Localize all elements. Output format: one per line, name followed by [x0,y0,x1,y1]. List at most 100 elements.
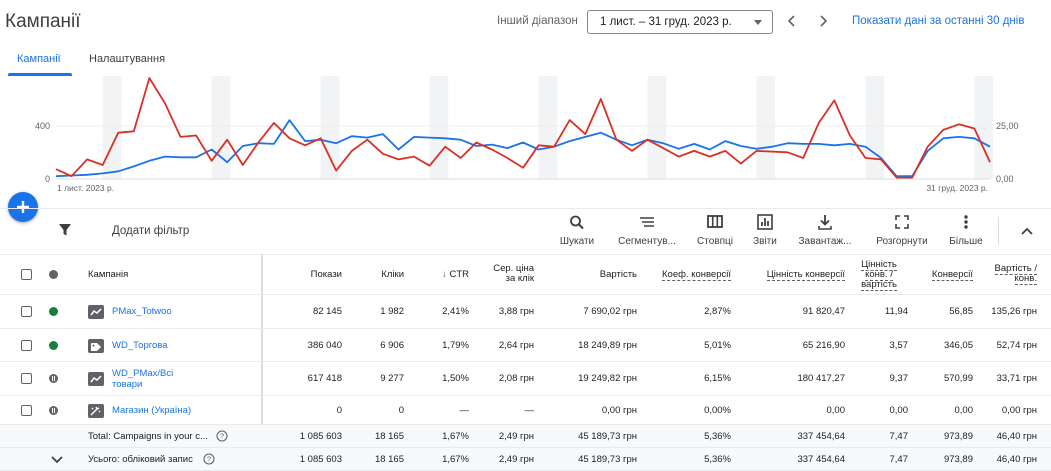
conv-rate-cell: 5,01% [704,340,731,351]
conv-value-cell: 65 216,90 [802,340,845,351]
collapse-button[interactable] [1020,224,1034,243]
header-avg-cpc[interactable]: Сер. ціна за клік [493,263,534,284]
clicks-cell: 0 [398,405,404,416]
header-cost[interactable]: Вартість [599,269,637,280]
header-clicks[interactable]: Кліки [381,269,404,280]
clicks-cell: 6 906 [380,340,404,351]
impressions-cell: 617 418 [307,373,342,384]
filter-button[interactable] [58,223,72,242]
header-ctr[interactable]: ↓ CTR [442,269,469,280]
avg-cpc-cell: 2,08 грн [498,373,534,384]
toolbar-divider [998,217,999,245]
search-button[interactable]: Шукати [557,213,597,253]
expand-button[interactable]: Розгорнути [872,213,932,253]
table-toolbar: Додати фільтр Шукати Сегментув... Стовпц… [0,208,1051,254]
cost-per-conv-cell: 135,26 грн [991,306,1037,317]
segment-icon [640,217,654,227]
value-per-cost-cell: 0,00 [889,405,909,416]
create-new-button[interactable] [8,192,38,222]
campaign-name-link[interactable]: WD_Торгова [112,340,168,351]
conv-rate-cell: 6,15% [704,373,731,384]
header-cost-per-conv[interactable]: Вартість / конв. [994,263,1037,285]
clicks-cell: 9 277 [380,373,404,384]
performance-chart-svg: 400 0 25,00 0,00 1 лист. 2023 р. 31 груд… [35,76,1019,193]
tab-campaigns[interactable]: Кампанії [17,53,61,65]
campaign-name-link[interactable]: WD_PMax/Всі товари [112,368,174,390]
more-vert-icon [964,215,968,229]
page-title: Кампанії [5,11,81,32]
weekend-band [756,76,776,179]
ctr-cell: 1,50% [442,373,469,384]
header-conv-value[interactable]: Цінність конверсії [766,269,845,281]
table-row: WD_PMax/Всі товари 617 418 9 277 1,50% 2,08 г… [0,362,1051,396]
pmax-campaign-type-icon [88,305,104,319]
select-all-checkbox[interactable] [21,269,32,280]
cost-cell: 18 249,89 грн [578,340,637,351]
columns-button[interactable]: Стовпці [694,213,736,253]
help-icon[interactable]: ? [203,452,215,470]
ctr-cell: — [459,405,470,416]
header-campaign[interactable]: Кампанія [88,269,129,280]
row-checkbox[interactable] [21,405,32,416]
campaign-name-link[interactable]: PMax_Totwoo [112,306,172,317]
row-checkbox[interactable] [21,373,32,384]
conv-value-cell: 91 820,47 [802,306,845,317]
status-column-icon [49,270,58,279]
conv-value-cell: 0,00 [826,405,846,416]
total-row-label: Total: Campaigns in your c... [88,431,208,442]
paused-status-icon[interactable] [49,374,58,383]
value-per-cost-cell: 7,47 [889,431,909,442]
date-range-value: 1 лист. – 31 груд. 2023 р. [600,16,732,28]
tab-settings[interactable]: Налаштування [89,53,166,65]
download-button[interactable]: Завантаж... [794,213,856,253]
filter-icon [59,224,71,236]
weekend-band [320,76,340,179]
conversions-cell: 56,85 [949,306,973,317]
dropdown-caret-icon [754,20,762,25]
value-per-cost-cell: 7,47 [889,454,909,465]
cost-cell: 45 189,73 грн [578,431,637,442]
conversions-cell: 346,05 [943,340,973,351]
expand-account-button[interactable] [50,453,64,471]
date-range-type-label: Інший діапазон [497,15,578,27]
enabled-status-icon[interactable] [49,307,58,316]
avg-cpc-cell: 3,88 грн [498,306,534,317]
reports-button[interactable]: Звіти [750,213,780,253]
series-line-blue [55,119,991,178]
cost-per-conv-cell: 46,40 грн [996,431,1037,442]
cost-cell: 45 189,73 грн [578,454,637,465]
paused-status-icon[interactable] [49,406,58,415]
value-per-cost-cell: 9,37 [889,373,909,384]
segment-button[interactable]: Сегментув... [616,213,678,253]
table-row: WD_Торгова 386 040 6 906 1,79% 2,64 грн 18 24… [0,329,1051,362]
table-row: Магазин (Україна) 0 0 — — 0,00 грн 0,00% 0,00 0,… [0,396,1051,425]
header-conversions[interactable]: Конверсії [931,269,973,281]
conv-value-cell: 337 454,64 [797,454,845,465]
cost-cell: 19 249,82 грн [578,373,637,384]
conversions-cell: 0,00 [954,405,974,416]
campaign-name-link[interactable]: Магазин (Україна) [112,405,192,416]
avg-cpc-cell: 2,49 грн [498,454,534,465]
row-checkbox[interactable] [21,340,32,351]
more-button[interactable]: Більше [947,213,985,253]
header-impressions[interactable]: Покази [310,269,342,280]
expand-icon [895,215,909,229]
date-range-picker[interactable]: 1 лист. – 31 груд. 2023 р. [587,10,773,34]
weekend-band [974,76,994,179]
next-period-button[interactable] [813,10,833,32]
conv-rate-cell: 2,87% [704,306,731,317]
row-checkbox[interactable] [21,306,32,317]
header-conv-rate[interactable]: Коеф. конверсії [662,269,731,281]
total-row: Total: Campaigns in your c...? 1 085 603 1… [0,425,1051,448]
avg-cpc-cell: 2,64 грн [498,340,534,351]
enabled-status-icon[interactable] [49,341,58,350]
conv-rate-cell: 0,00% [704,405,731,416]
previous-period-button[interactable] [782,10,802,32]
header-value-per-cost[interactable]: Цінність конв. / вартість [861,259,897,291]
show-last-30-days-link[interactable]: Показати дані за останні 30 днів [852,15,1025,27]
help-icon[interactable]: ? [216,429,228,447]
impressions-cell: 82 145 [312,306,342,317]
add-filter-button[interactable]: Додати фільтр [112,225,190,237]
active-tab-indicator [8,73,72,76]
cost-per-conv-cell: 52,74 грн [996,340,1037,351]
